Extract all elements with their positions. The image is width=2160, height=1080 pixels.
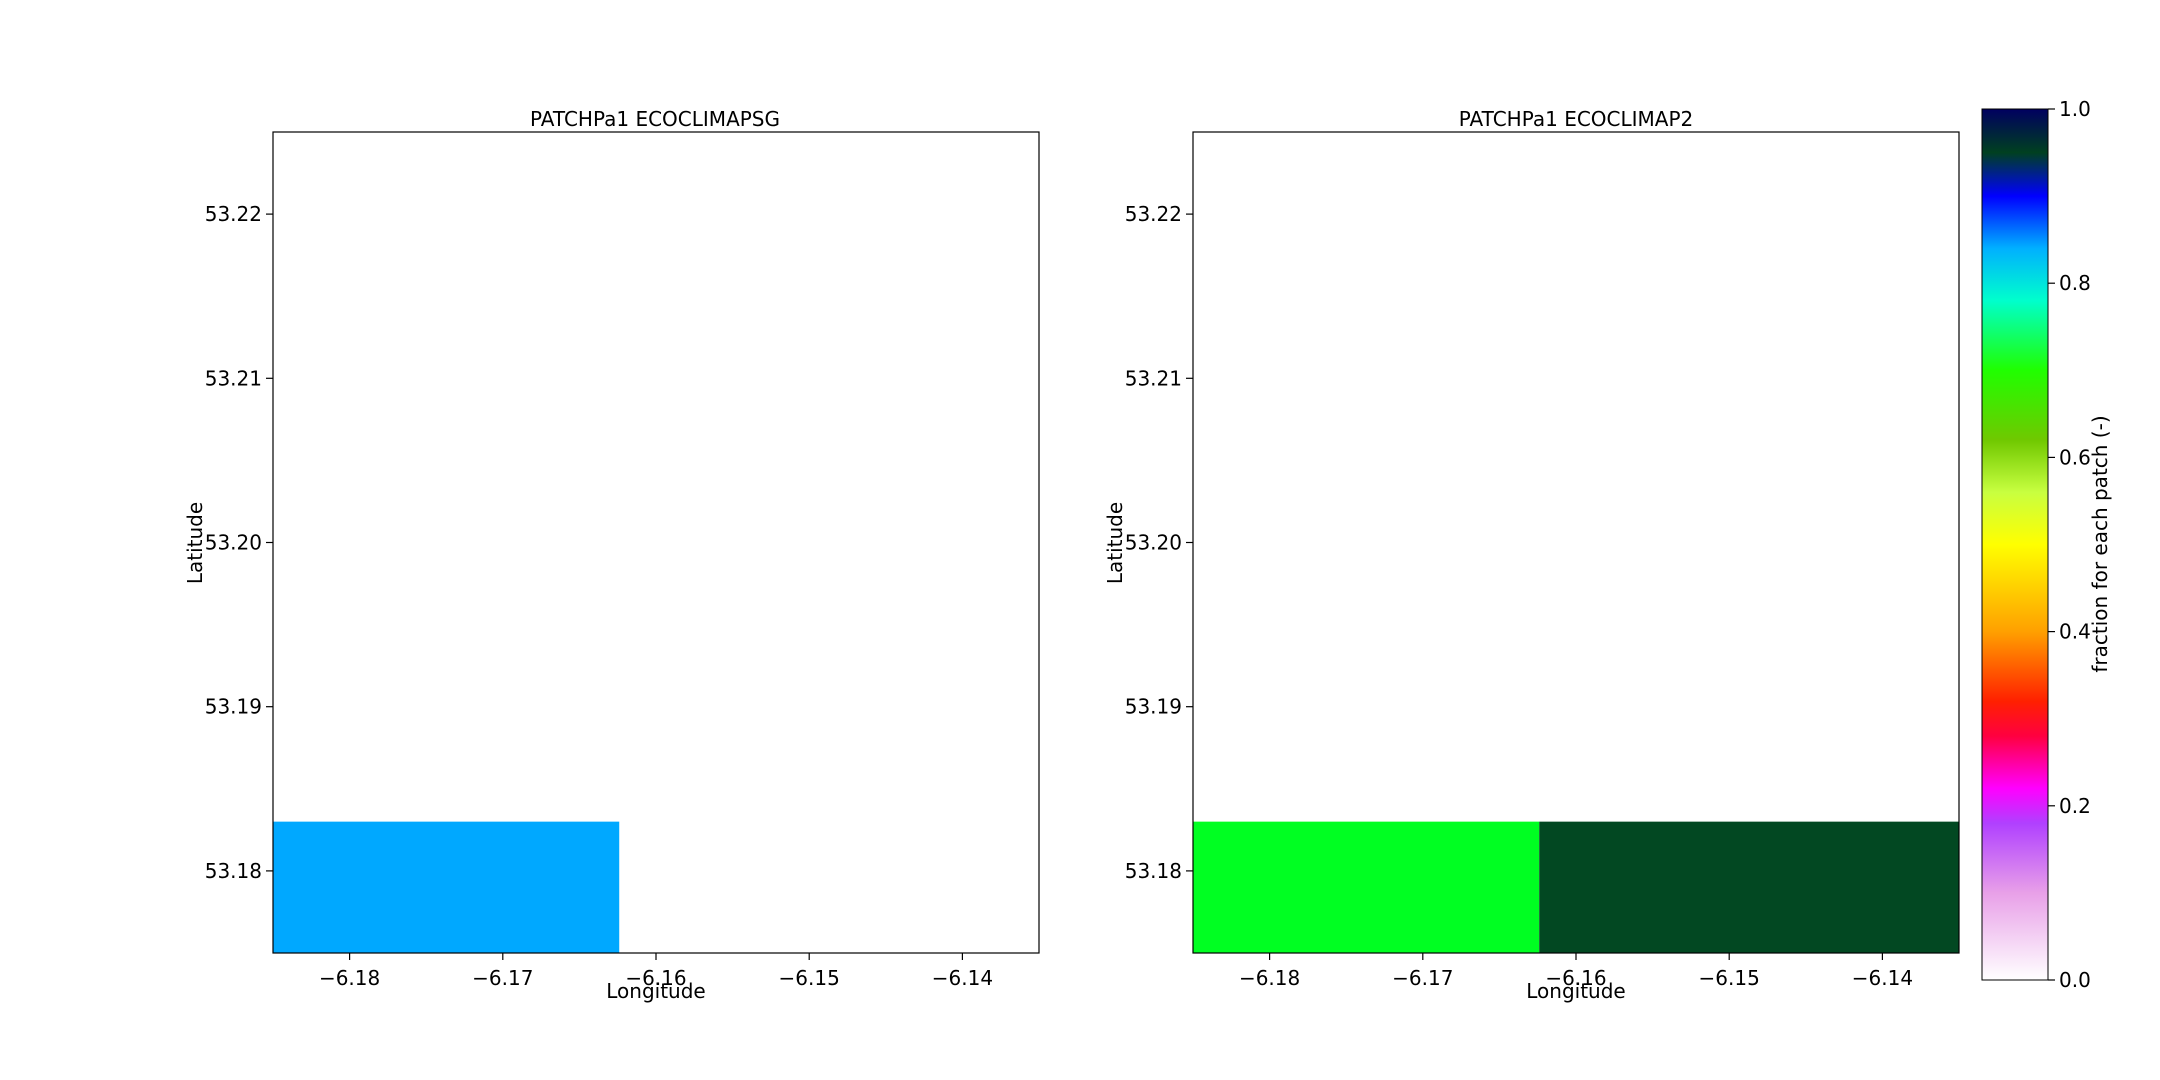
colorbar-label: fraction for each patch (-) [2088, 415, 2112, 672]
x-tick-label: −6.16 [1545, 966, 1606, 990]
y-tick-label: 53.20 [1125, 531, 1182, 555]
colorbar-tick-label: 1.0 [2059, 97, 2091, 121]
y-tick-label: 53.18 [205, 859, 262, 883]
colorbar-tick-label: 0.8 [2059, 271, 2091, 295]
heatmap-cell [1193, 821, 1540, 953]
heatmap-cells [1193, 821, 1959, 953]
x-tick-label: −6.18 [1239, 966, 1300, 990]
x-axis-label: Longitude [606, 979, 705, 1003]
colorbar-tick-label: 0.6 [2059, 445, 2091, 469]
y-tick-label: 53.21 [1125, 366, 1182, 390]
colorbar-tick-label: 0.0 [2059, 968, 2091, 992]
y-tick-label: 53.19 [1125, 695, 1182, 719]
x-tick-label: −6.14 [1852, 966, 1913, 990]
x-tick-label: −6.18 [319, 966, 380, 990]
colorbar-gradient [1981, 108, 2049, 981]
x-tick-label: −6.17 [472, 966, 533, 990]
x-tick-label: −6.15 [779, 966, 840, 990]
colorbar: 0.0 0.2 0.4 0.6 0.8 1.0 fraction for each pat… [1981, 97, 2112, 992]
y-axis-label: Latitude [1103, 502, 1127, 584]
x-axis-ticks: −6.18 −6.17 −6.16 −6.15 −6.14 [1239, 953, 1913, 990]
x-axis-ticks: −6.18 −6.17 −6.16 −6.15 −6.14 [319, 953, 993, 990]
heatmap-cells [273, 821, 620, 953]
x-tick-label: −6.14 [932, 966, 993, 990]
y-tick-label: 53.18 [1125, 859, 1182, 883]
y-tick-label: 53.20 [205, 531, 262, 555]
panel-title: PATCHPa1 ECOCLIMAPSG [530, 107, 780, 131]
x-tick-label: −6.16 [625, 966, 686, 990]
y-axis-label: Latitude [183, 502, 207, 584]
y-tick-label: 53.19 [205, 695, 262, 719]
x-tick-label: −6.17 [1392, 966, 1453, 990]
colorbar-tick-label: 0.2 [2059, 794, 2091, 818]
x-tick-label: −6.15 [1699, 966, 1760, 990]
y-axis-ticks: 53.18 53.19 53.20 53.21 53.22 [1125, 202, 1193, 883]
heatmap-cell [1539, 821, 1959, 953]
heatmap-panel-left: PATCHPa1 ECOCLIMAPSG −6.18 −6.17 −6.16 −6.1… [183, 107, 1040, 1003]
panel-title: PATCHPa1 ECOCLIMAP2 [1459, 107, 1694, 131]
heatmap-cell [273, 821, 620, 953]
x-axis-label: Longitude [1526, 979, 1625, 1003]
y-tick-label: 53.21 [205, 366, 262, 390]
colorbar-tick-label: 0.4 [2059, 620, 2091, 644]
y-axis-ticks: 53.18 53.19 53.20 53.21 53.22 [205, 202, 273, 883]
heatmap-panel-right: PATCHPa1 ECOCLIMAP2 −6.18 −6.17 −6.16 −6.15… [1103, 107, 1960, 1003]
y-tick-label: 53.22 [205, 202, 262, 226]
colorbar-ticks: 0.0 0.2 0.4 0.6 0.8 1.0 [2048, 97, 2091, 992]
y-tick-label: 53.22 [1125, 202, 1182, 226]
